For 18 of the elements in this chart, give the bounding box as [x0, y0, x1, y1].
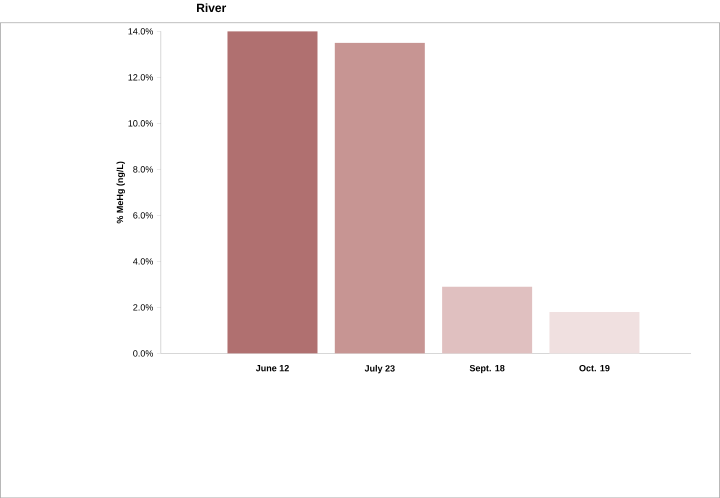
y-tick-label: 6.0% [133, 212, 154, 218]
y-tick-label: 12.0% [128, 74, 154, 80]
bar [227, 31, 318, 354]
y-tick-label: 10.0% [128, 120, 154, 126]
y-tick-label: 2.0% [133, 304, 154, 310]
y-tick-label: 14.0% [128, 28, 154, 34]
bar [549, 312, 640, 354]
x-tick-label: July 23 [364, 364, 395, 374]
bar [442, 286, 532, 354]
x-tick-label: June 12 [256, 364, 289, 372]
y-tick-label: 0.0% [133, 350, 154, 356]
y-axis-title: % MeHg (ng/L) [116, 161, 125, 224]
chart-title: River [197, 3, 226, 12]
x-tick-label: Sept. 18 [470, 364, 505, 373]
x-tick-label: Oct. 19 [579, 364, 610, 372]
bar [334, 42, 425, 354]
y-tick-label: 8.0% [133, 166, 154, 172]
y-tick-label: 4.0% [133, 258, 154, 264]
